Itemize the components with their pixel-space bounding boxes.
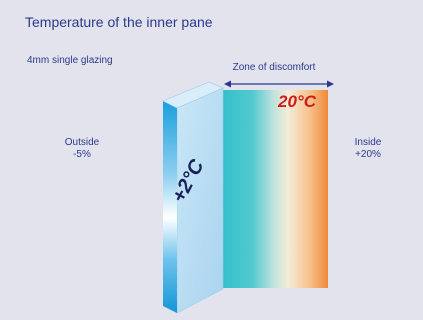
outside-value: -5% (73, 149, 91, 160)
inside-label-text: Inside (354, 137, 382, 148)
glass-pane-edge (163, 101, 177, 313)
outside-label: Outside -5% (52, 137, 112, 161)
outside-label-text: Outside (64, 137, 100, 148)
inside-temperature: 20°C (278, 92, 316, 111)
zone-width-arrow (224, 80, 334, 88)
diagram-title: Temperature of the inner pane (25, 14, 213, 30)
zone-of-discomfort-label: Zone of discomfort (232, 62, 316, 73)
glass-pane-top (162, 81, 224, 109)
glazing-type-label: 4mm single glazing (27, 55, 113, 66)
inside-value: +20% (355, 149, 381, 160)
discomfort-zone (223, 90, 328, 288)
inside-label: Inside +20% (338, 137, 398, 161)
